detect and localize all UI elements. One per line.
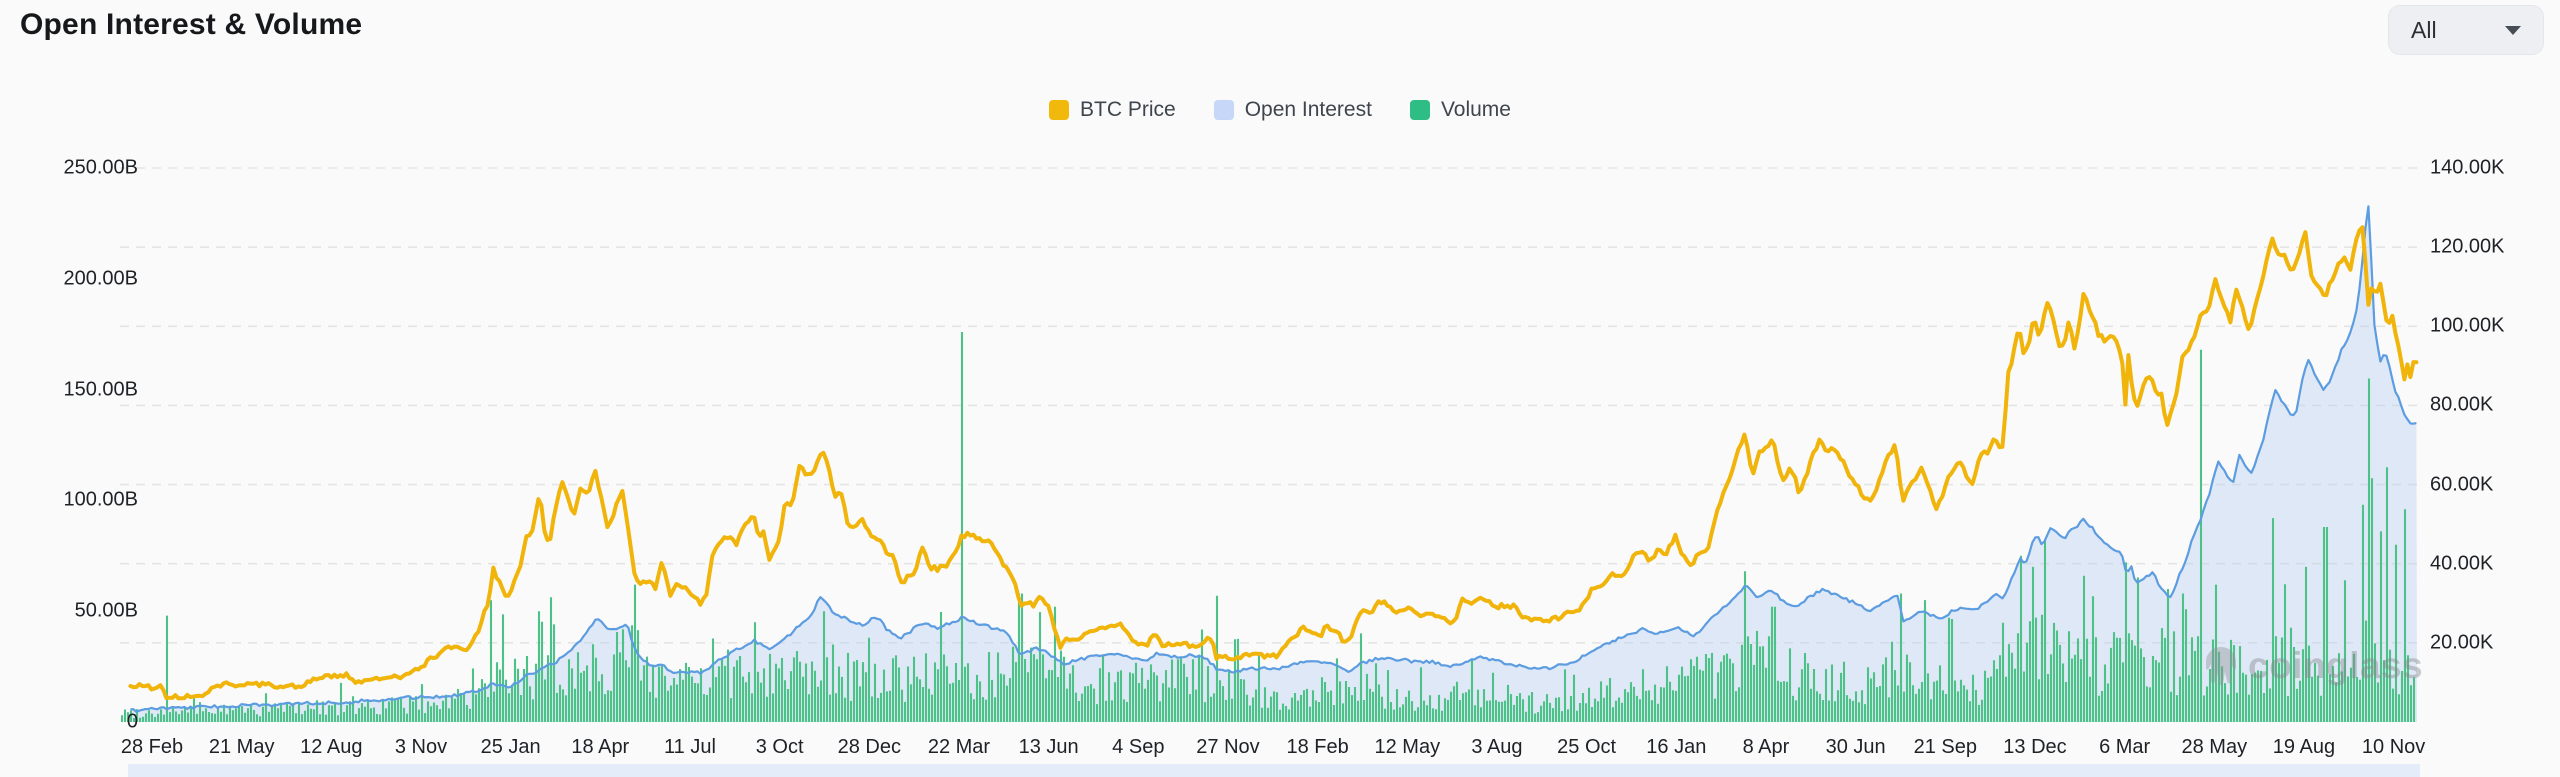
legend-item-volume[interactable]: Volume xyxy=(1409,98,1511,122)
open-interest-area xyxy=(130,206,2418,723)
y-axis-left-label: 250.00B xyxy=(63,156,138,179)
time-range-dropdown[interactable]: All xyxy=(2388,5,2544,55)
x-axis-label: 12 May xyxy=(1374,736,1441,758)
legend-swatch-icon xyxy=(1213,100,1234,120)
legend-label: Open Interest xyxy=(1244,98,1372,121)
legend-swatch-icon xyxy=(1049,100,1069,120)
x-axis-label: 28 Dec xyxy=(837,736,901,758)
y-axis-left-label: 50.00B xyxy=(74,599,138,622)
x-axis-label: 21 May xyxy=(208,736,275,758)
legend-item-btc-price[interactable]: BTC Price xyxy=(1049,98,1176,122)
y-axis-right-label: 40.00K xyxy=(2430,552,2494,575)
chart-scrollbar[interactable] xyxy=(128,764,2420,777)
x-axis-label: 13 Dec xyxy=(2003,736,2067,758)
x-axis-label: 8 Apr xyxy=(1742,736,1790,758)
x-axis-label: 18 Feb xyxy=(1286,736,1349,758)
x-axis-label: 18 Apr xyxy=(571,736,630,758)
x-axis-label: 12 Aug xyxy=(300,736,363,758)
volume-bars xyxy=(120,332,2416,722)
legend-label: Volume xyxy=(1440,98,1511,121)
x-axis-label: 28 Feb xyxy=(120,736,184,758)
x-axis-label: 25 Jan xyxy=(480,736,541,758)
y-axis-left-label: 150.00B xyxy=(63,378,138,401)
btc-price-line xyxy=(128,225,2419,701)
x-axis-label: 27 Nov xyxy=(1196,736,1260,758)
caret-down-icon xyxy=(2505,25,2521,35)
y-axis-left-label: 100.00B xyxy=(63,488,138,511)
page-title: Open Interest & Volume xyxy=(20,8,363,41)
x-axis-label: 19 Aug xyxy=(2272,736,2336,758)
x-axis-label: 4 Sep xyxy=(1112,736,1165,758)
time-range-value: All xyxy=(2411,16,2437,43)
legend-swatch-icon xyxy=(1409,100,1430,120)
y-axis-right-label: 60.00K xyxy=(2430,473,2494,496)
x-axis-label: 21 Sep xyxy=(1913,736,1977,758)
y-axis-right-label: 100.00K xyxy=(2430,314,2505,337)
x-axis-label: 25 Oct xyxy=(1557,736,1617,758)
x-axis-label: 3 Nov xyxy=(394,736,448,758)
legend-item-open-interest[interactable]: Open Interest xyxy=(1213,98,1372,122)
open-interest-line xyxy=(130,205,2417,713)
y-axis-right-label: 140.00K xyxy=(2430,156,2505,179)
x-axis-label: 3 Aug xyxy=(1471,736,1523,758)
x-axis-label: 16 Jan xyxy=(1646,736,1707,758)
x-axis-label: 10 Nov xyxy=(2361,736,2426,758)
y-axis-left-label: 200.00B xyxy=(63,267,138,290)
y-axis-right-label: 20.00K xyxy=(2430,631,2494,654)
legend-label: BTC Price xyxy=(1080,98,1176,121)
x-axis-label: 11 Jul xyxy=(664,736,716,758)
y-axis-right-label: 80.00K xyxy=(2430,393,2494,416)
y-axis-right-label: 120.00K xyxy=(2430,235,2505,258)
x-axis-label: 3 Oct xyxy=(755,736,804,758)
x-axis-label: 6 Mar xyxy=(2099,736,2151,758)
chart-legend: BTC Price Open Interest Volume xyxy=(0,98,2560,122)
x-axis-label: 28 May xyxy=(2181,736,2248,758)
x-axis-label: 13 Jun xyxy=(1018,736,1079,758)
x-axis-label: 30 Jun xyxy=(1825,736,1886,758)
x-axis-label: 22 Mar xyxy=(927,736,991,758)
y-axis-left-label: 0 xyxy=(126,710,138,733)
